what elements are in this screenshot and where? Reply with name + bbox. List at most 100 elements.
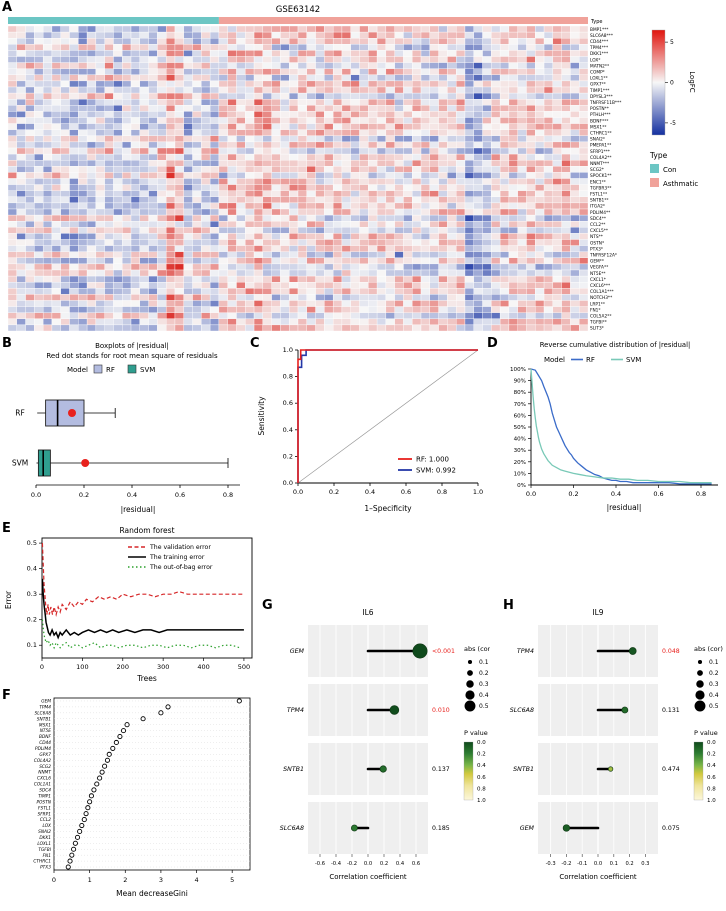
svg-text:0.3: 0.3: [709, 681, 719, 688]
cor-dot-slc6a8: [351, 824, 358, 832]
svg-text:300: 300: [157, 663, 169, 671]
svg-text:RF: 1.000: RF: 1.000: [416, 455, 449, 463]
svg-text:Mean decreaseGini: Mean decreaseGini: [116, 889, 188, 898]
svg-text:1.0: 1.0: [473, 488, 483, 496]
panel-label-d: D: [487, 336, 498, 351]
svg-text:0.6: 0.6: [401, 488, 411, 496]
svg-text:COMP*: COMP*: [590, 69, 606, 75]
svg-text:40%: 40%: [514, 437, 526, 443]
svg-text:5: 5: [230, 876, 234, 884]
svg-text:0.2: 0.2: [27, 616, 37, 624]
svg-text:The validation error: The validation error: [149, 544, 211, 551]
panel-label-c: C: [250, 336, 260, 351]
svg-text:DPYSL3***: DPYSL3***: [590, 94, 614, 100]
svg-text:|residual|: |residual|: [121, 505, 156, 514]
svg-text:0: 0: [670, 80, 674, 87]
svg-text:1.0: 1.0: [707, 798, 716, 804]
svg-text:0.048: 0.048: [662, 648, 680, 655]
svg-text:Red dot stands for root mean s: Red dot stands for root mean square of r…: [46, 352, 218, 360]
svg-text:Error: Error: [4, 590, 13, 609]
cumdist-curve-rf: [530, 368, 712, 485]
svg-text:PTHLH***: PTHLH***: [590, 112, 611, 118]
svg-text:TPM4: TPM4: [287, 707, 304, 714]
svg-text:2: 2: [123, 876, 127, 884]
svg-text:0.4: 0.4: [479, 692, 489, 699]
p-value-legend-G: P value 0.0 0.2 0.4 0.6 0.8 1.0: [463, 729, 488, 804]
svg-text:0.2: 0.2: [707, 752, 716, 758]
svg-text:TNFRSF12A*: TNFRSF12A*: [589, 252, 618, 258]
svg-text:PDLIM4: PDLIM4: [35, 746, 51, 752]
svg-text:50%: 50%: [514, 425, 526, 431]
panel-label-h: H: [503, 598, 514, 613]
svg-text:200: 200: [117, 663, 129, 671]
svg-text:FN1: FN1: [43, 853, 52, 859]
svg-text:TGFBI**: TGFBI**: [589, 320, 608, 326]
svg-text:PDLIM4**: PDLIM4**: [590, 210, 611, 216]
svg-text:Correlation coefficient: Correlation coefficient: [559, 873, 637, 881]
svg-text:0.0: 0.0: [31, 491, 41, 499]
svg-text:CXCL6***: CXCL6***: [590, 283, 611, 289]
svg-text:0.2: 0.2: [477, 752, 486, 758]
svg-text:NOTCH3**: NOTCH3**: [590, 295, 613, 301]
cor-rows-H: TPM4 0.048 SLC6A8 0.131 SNTB1 0.474 GEM 0.075: [510, 625, 680, 854]
svg-text:0.5: 0.5: [709, 703, 719, 710]
svg-text:TNFRSF11B***: TNFRSF11B***: [589, 100, 622, 106]
svg-text:COL5A2**: COL5A2**: [590, 313, 612, 319]
svg-text:0.5: 0.5: [479, 703, 489, 710]
svg-text:0.2: 0.2: [479, 670, 489, 677]
svg-text:LogFC: LogFC: [688, 71, 696, 93]
svg-text:0.131: 0.131: [662, 707, 680, 714]
rf-error-panel: Random forest 0.1 0.2 0.3 0.4 0.5 0 100 200 300 40…: [4, 526, 253, 683]
svg-text:80%: 80%: [514, 390, 526, 396]
svg-text:SFRP1***: SFRP1***: [590, 149, 611, 155]
svg-text:0.1: 0.1: [610, 861, 618, 867]
boxplot-panel: Boxplots of |residual| Red dot stands for…: [12, 342, 240, 514]
cor-x-axis-H: -0.3 -0.2 -0.1 0.0 0.1 0.2 0.3: [546, 854, 649, 867]
svg-text:BMP1***: BMP1***: [590, 27, 609, 33]
svg-text:0.1: 0.1: [709, 659, 719, 666]
svg-text:SVM: SVM: [140, 366, 155, 374]
svg-text:0.6: 0.6: [283, 399, 293, 407]
svg-text:Sensitivity: Sensitivity: [257, 396, 266, 436]
svg-text:Type: Type: [590, 19, 602, 25]
svg-text:ITGA2*: ITGA2*: [590, 204, 606, 210]
svg-text:-0.1: -0.1: [577, 861, 587, 867]
svg-text:0.0: 0.0: [477, 740, 486, 746]
il9-correlation-panel: IL9 TPM4 0.048 SLC6A8 0.131 SNTB1 0.474 GEM 0.07…: [510, 608, 723, 881]
type-legend: Type Con Asthmatic: [649, 151, 698, 188]
roc-diagonal: [297, 349, 479, 484]
svg-text:OSTN*: OSTN*: [590, 240, 605, 246]
svg-text:VEGFA**: VEGFA**: [590, 265, 609, 271]
svg-text:CXCL5**: CXCL5**: [590, 228, 609, 234]
svg-text:100: 100: [76, 663, 88, 671]
cor-dot-sntb1: [608, 766, 614, 772]
svg-text:LOX: LOX: [43, 823, 53, 829]
svg-text:Boxplots of |residual|: Boxplots of |residual|: [95, 342, 169, 350]
svg-text:0.0: 0.0: [594, 861, 602, 867]
heatmap-title: GSE63142: [276, 5, 320, 15]
svg-text:PTX3: PTX3: [40, 865, 51, 871]
svg-text:SVM: SVM: [12, 459, 28, 468]
panel-label-a: A: [2, 0, 13, 15]
svg-text:SFRP1: SFRP1: [37, 811, 51, 817]
svg-text:SNTB1: SNTB1: [513, 766, 534, 773]
svg-text:0.2: 0.2: [283, 452, 293, 460]
svg-text:NNMT***: NNMT***: [590, 161, 610, 167]
svg-text:TIMP1***: TIMP1***: [589, 88, 610, 94]
rf-series-the-out-of-bag-error: [41, 619, 241, 650]
svg-text:LOX*: LOX*: [590, 57, 601, 63]
svg-text:CD44: CD44: [39, 740, 51, 746]
svg-text:0.6: 0.6: [653, 490, 663, 498]
svg-text:Type: Type: [649, 151, 668, 160]
svg-text:SLC6A8***: SLC6A8***: [590, 33, 614, 39]
svg-text:BDNF***: BDNF***: [590, 118, 609, 124]
svg-text:P value: P value: [694, 729, 718, 737]
svg-text:400: 400: [197, 663, 209, 671]
svg-text:-0.6: -0.6: [315, 861, 325, 867]
logfc-colorbar: 5 0 -5 LogFC: [651, 29, 696, 136]
svg-text:SNAI2*: SNAI2*: [590, 137, 606, 143]
svg-text:1: 1: [88, 876, 92, 884]
svg-text:70%: 70%: [514, 402, 526, 408]
svg-text:SVM: SVM: [626, 356, 641, 364]
